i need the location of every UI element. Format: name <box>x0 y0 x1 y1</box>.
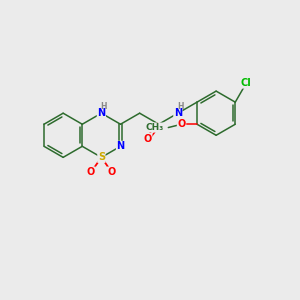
Text: H: H <box>177 102 184 111</box>
Text: O: O <box>177 119 186 129</box>
Text: O: O <box>108 167 116 177</box>
Text: CH₃: CH₃ <box>146 123 164 132</box>
Text: H: H <box>100 102 107 111</box>
Text: S: S <box>98 152 105 162</box>
Text: N: N <box>174 108 182 118</box>
Text: N: N <box>116 141 124 151</box>
Text: Cl: Cl <box>241 78 252 88</box>
Text: N: N <box>97 108 106 118</box>
Text: O: O <box>87 167 95 177</box>
Text: O: O <box>144 134 152 144</box>
